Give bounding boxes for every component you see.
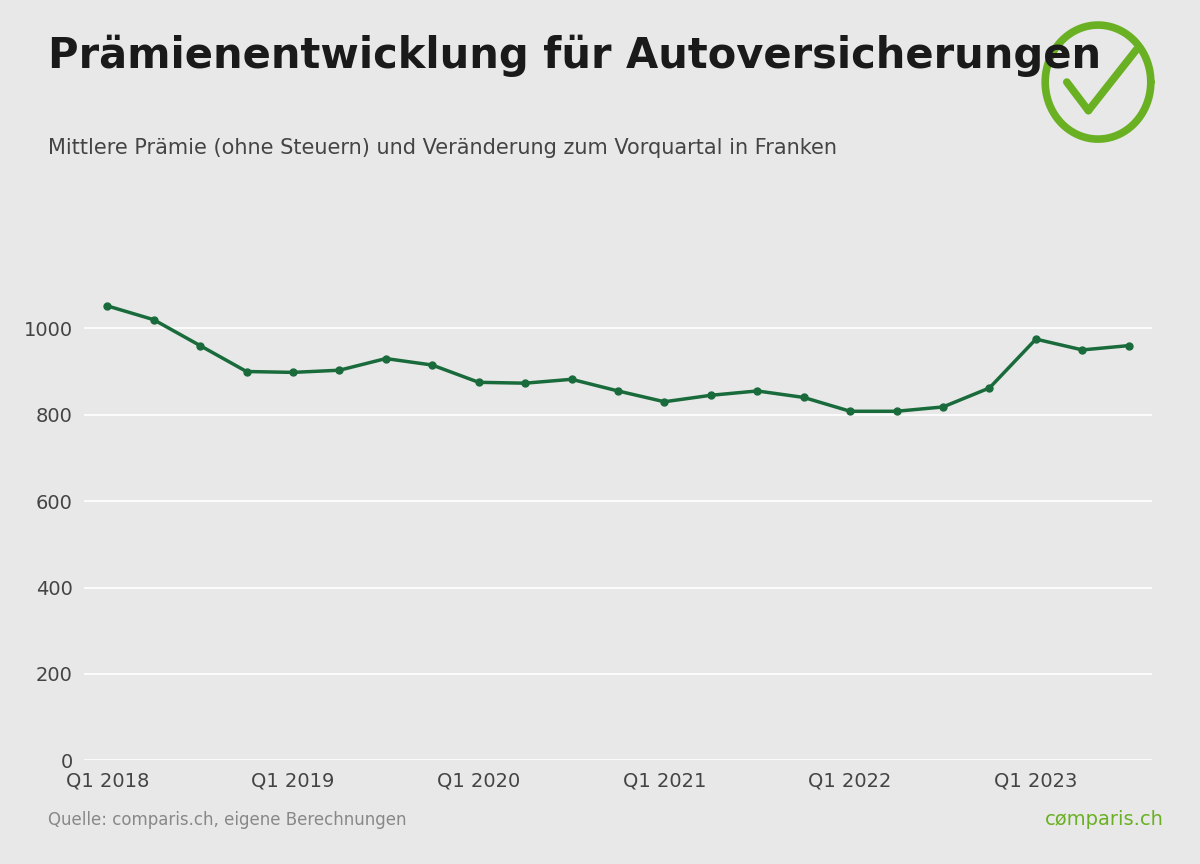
Text: Quelle: comparis.ch, eigene Berechnungen: Quelle: comparis.ch, eigene Berechnungen	[48, 811, 407, 829]
Text: Mittlere Prämie (ohne Steuern) und Veränderung zum Vorquartal in Franken: Mittlere Prämie (ohne Steuern) und Verän…	[48, 138, 838, 158]
Text: cømparis.ch: cømparis.ch	[1045, 810, 1164, 829]
Text: Prämienentwicklung für Autoversicherungen: Prämienentwicklung für Autoversicherunge…	[48, 35, 1102, 77]
